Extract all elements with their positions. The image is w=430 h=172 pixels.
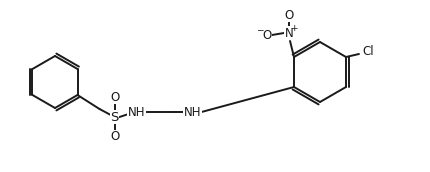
Text: O: O [110, 131, 119, 143]
Text: S: S [110, 110, 118, 123]
Text: O: O [284, 8, 293, 22]
Text: O: O [110, 90, 119, 104]
Text: NH: NH [183, 105, 201, 119]
Text: N: N [284, 26, 293, 40]
Text: +: + [289, 24, 297, 33]
Text: −: − [256, 25, 263, 35]
Text: O: O [262, 29, 271, 41]
Text: NH: NH [127, 105, 145, 119]
Text: Cl: Cl [361, 45, 373, 57]
